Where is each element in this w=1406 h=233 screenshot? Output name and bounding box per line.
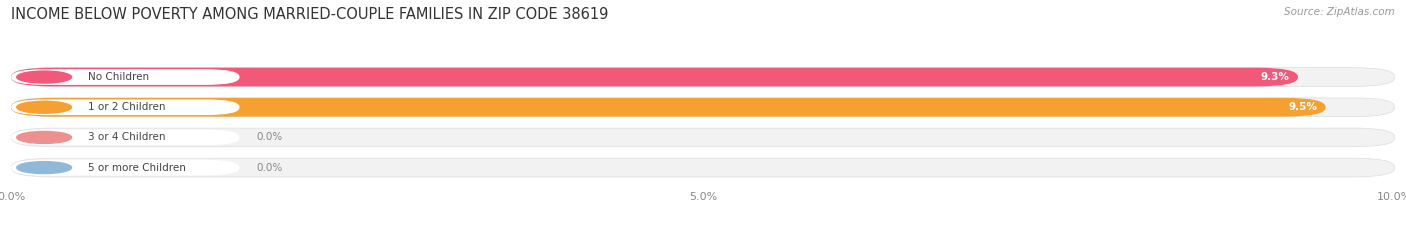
Text: 9.5%: 9.5% bbox=[1288, 102, 1317, 112]
Circle shape bbox=[17, 162, 72, 174]
Text: 3 or 4 Children: 3 or 4 Children bbox=[89, 132, 166, 142]
FancyBboxPatch shape bbox=[11, 98, 1326, 116]
Text: INCOME BELOW POVERTY AMONG MARRIED-COUPLE FAMILIES IN ZIP CODE 38619: INCOME BELOW POVERTY AMONG MARRIED-COUPL… bbox=[11, 7, 609, 22]
FancyBboxPatch shape bbox=[11, 99, 239, 115]
Text: Source: ZipAtlas.com: Source: ZipAtlas.com bbox=[1284, 7, 1395, 17]
FancyBboxPatch shape bbox=[11, 158, 1395, 177]
FancyBboxPatch shape bbox=[11, 130, 239, 145]
Text: No Children: No Children bbox=[89, 72, 149, 82]
Text: 9.3%: 9.3% bbox=[1261, 72, 1289, 82]
FancyBboxPatch shape bbox=[11, 160, 239, 175]
FancyBboxPatch shape bbox=[11, 69, 239, 85]
Text: 0.0%: 0.0% bbox=[256, 163, 283, 173]
Text: 5 or more Children: 5 or more Children bbox=[89, 163, 186, 173]
Circle shape bbox=[17, 131, 72, 143]
FancyBboxPatch shape bbox=[11, 68, 1395, 86]
FancyBboxPatch shape bbox=[11, 98, 1395, 116]
FancyBboxPatch shape bbox=[11, 68, 1298, 86]
Text: 1 or 2 Children: 1 or 2 Children bbox=[89, 102, 166, 112]
Circle shape bbox=[17, 71, 72, 83]
Text: 0.0%: 0.0% bbox=[256, 132, 283, 142]
FancyBboxPatch shape bbox=[11, 128, 1395, 147]
Circle shape bbox=[17, 101, 72, 113]
